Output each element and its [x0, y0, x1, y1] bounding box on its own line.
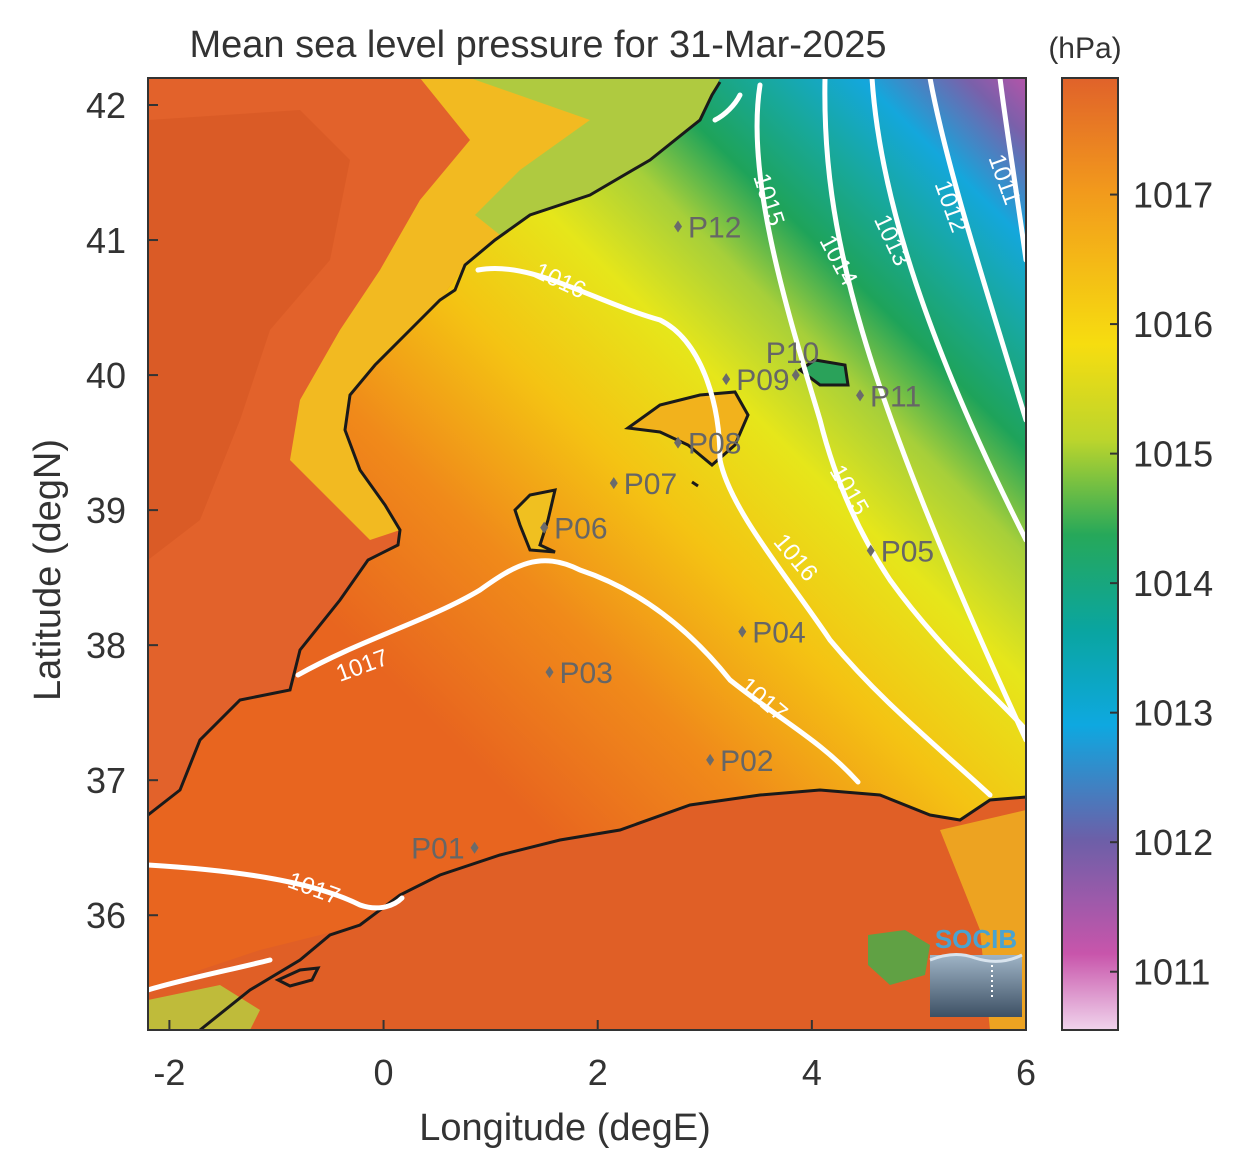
chart-title: Mean sea level pressure for 31-Mar-2025 — [189, 24, 886, 66]
y-tick-label: 39 — [86, 490, 126, 531]
x-axis: -2 0 2 4 6 — [153, 1020, 1036, 1093]
station-marker — [738, 625, 747, 638]
colorbar-tick-label: 1015 — [1133, 434, 1213, 475]
central-plateau — [148, 110, 350, 560]
coastlines — [148, 81, 1026, 1030]
africa-green-patch — [868, 930, 930, 985]
colorbar-tick-label: 1016 — [1133, 304, 1213, 345]
colorbar-ticks: 1017 1016 1015 1014 1013 1012 1011 — [1110, 175, 1213, 993]
isobar-1013 — [869, 78, 1026, 543]
station-marker — [674, 436, 683, 449]
station-label: P05 — [881, 536, 934, 569]
station-label: P03 — [560, 657, 613, 690]
y-axis-label: Latitude (degN) — [27, 439, 69, 701]
colorbar-tick-label: 1014 — [1133, 563, 1213, 604]
x-tick-label: 0 — [374, 1052, 394, 1093]
isobar-1017-south — [148, 862, 405, 911]
colorbar-tick-label: 1011 — [1133, 952, 1210, 993]
station-label: P11 — [870, 380, 921, 413]
station-label: P08 — [688, 428, 741, 461]
x-axis-label: Longitude (degE) — [419, 1107, 711, 1149]
africa-land — [148, 790, 1026, 1030]
cabrera-island-coastline — [691, 480, 699, 488]
station-label: P06 — [554, 513, 607, 546]
y-tick-label: 37 — [86, 760, 126, 801]
station-label: P12 — [688, 212, 741, 245]
station-marker — [609, 477, 618, 490]
pressure-field: 1011101210131014101510151016101610171017… — [148, 78, 1026, 1030]
isobar-1017-southwest — [148, 957, 273, 993]
socib-logo-text: SOCIB — [935, 924, 1017, 954]
colorbar: (hPa) 1017 1016 1015 1014 1013 1012 1011 — [1048, 32, 1213, 1031]
x-tick-label: 6 — [1016, 1052, 1036, 1093]
socib-logo-wave — [930, 955, 1022, 1017]
y-tick-label: 40 — [86, 355, 126, 396]
colorbar-gradient — [1061, 77, 1119, 1031]
isobar-1011 — [997, 78, 1026, 263]
station-marker — [674, 220, 683, 233]
y-axis: 42 41 40 39 38 37 36 — [86, 85, 158, 936]
isobar-1012 — [927, 78, 1026, 423]
isobars — [148, 78, 1026, 993]
colorbar-tick-label: 1012 — [1133, 822, 1213, 863]
colorbar-unit: (hPa) — [1048, 32, 1121, 65]
isobar-1016-ne-stub — [712, 92, 743, 123]
station-label: P10 — [766, 337, 819, 370]
x-tick-label: -2 — [153, 1052, 185, 1093]
station-marker — [706, 753, 715, 766]
station-marker — [866, 544, 875, 557]
ibiza-coastline — [513, 488, 557, 554]
menorca-coastline — [797, 358, 850, 387]
station-label: P09 — [736, 364, 789, 397]
colorbar-tick-label: 1017 — [1133, 175, 1213, 216]
station-label: P07 — [624, 468, 677, 501]
y-tick-label: 36 — [86, 895, 126, 936]
colorbar-tick-label: 1013 — [1133, 693, 1213, 734]
iberia-coastline — [148, 81, 722, 817]
station-label: P04 — [752, 617, 805, 650]
alboran-island-coastline — [274, 966, 321, 988]
station-marker — [545, 666, 554, 679]
isobar-1016 — [475, 266, 993, 798]
x-tick-label: 4 — [802, 1052, 822, 1093]
station-label: P01 — [411, 833, 464, 866]
y-tick-label: 38 — [86, 625, 126, 666]
isobar-1017-north — [295, 558, 861, 785]
map-frame — [147, 77, 1027, 1031]
morocco-green — [148, 985, 260, 1030]
y-tick-label: 41 — [86, 220, 126, 261]
mallorca-coastline — [624, 390, 750, 467]
station-label: P02 — [720, 745, 773, 778]
station-marker — [540, 521, 549, 534]
socib-logo-wave-line — [929, 953, 1023, 963]
station-marker — [722, 373, 731, 386]
africa-coastline — [199, 788, 1026, 1030]
station-marker — [856, 389, 865, 402]
isobar-1014 — [822, 78, 1026, 743]
y-tick-label: 42 — [86, 85, 126, 126]
isobar-1015 — [754, 82, 1026, 733]
station-marker — [791, 369, 800, 382]
pyrenees-green — [470, 78, 720, 235]
x-tick-label: 2 — [588, 1052, 608, 1093]
socib-logo: SOCIB — [929, 924, 1023, 1017]
station-marker — [470, 841, 479, 854]
